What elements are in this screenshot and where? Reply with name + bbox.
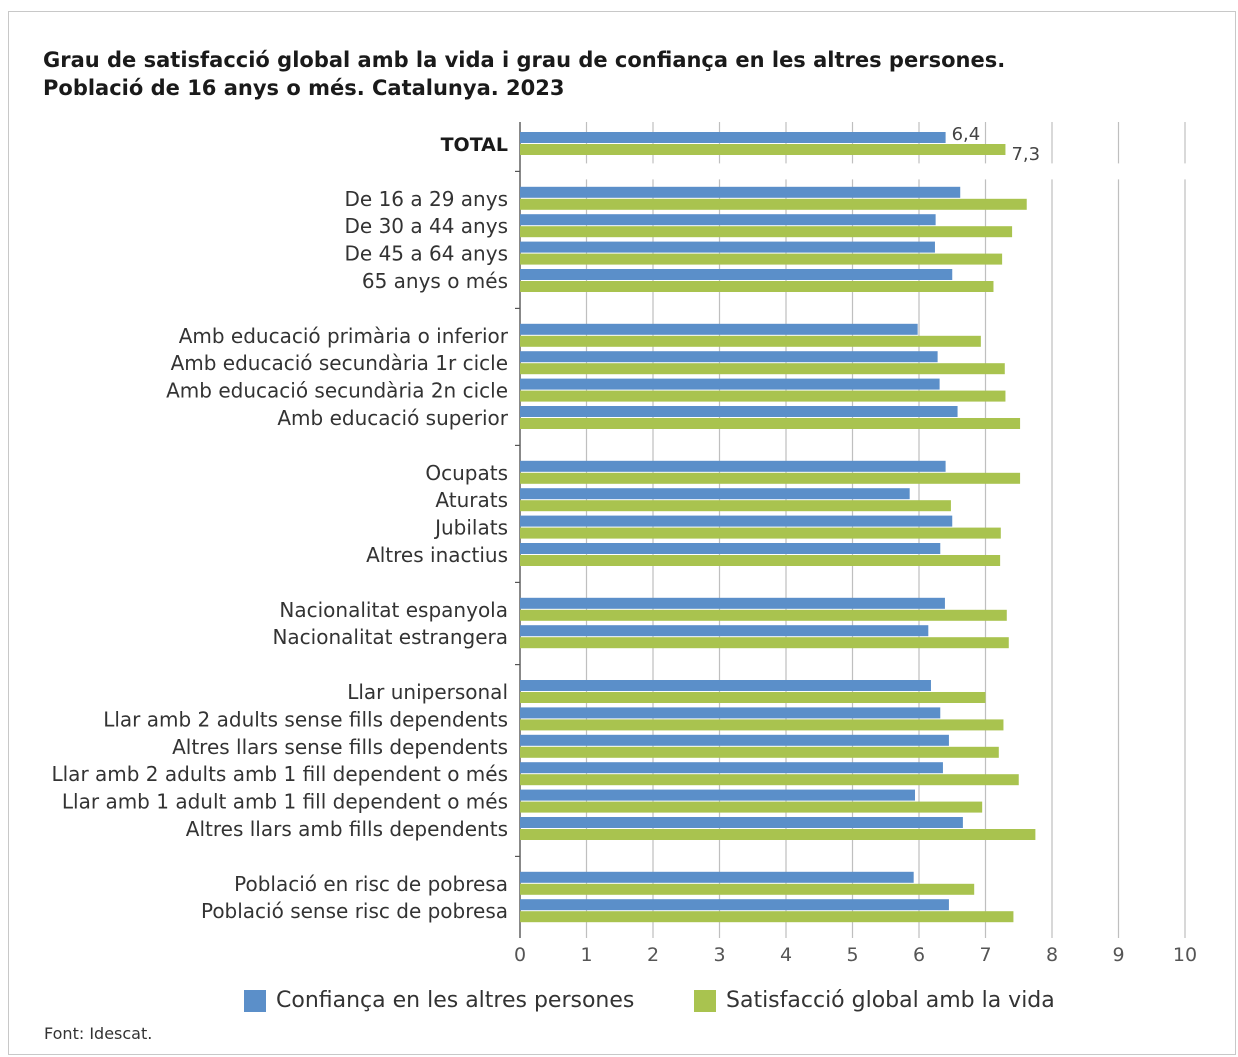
chart-title-line-1: Grau de satisfacció global amb la vida i… xyxy=(43,48,1006,72)
x-tick-label: 0 xyxy=(514,944,526,966)
category-label: Jubilats xyxy=(433,516,508,540)
category-label: Nacionalitat espanyola xyxy=(279,598,508,622)
category-label: Amb educació secundària 2n cicle xyxy=(166,379,508,403)
bar-confianca xyxy=(520,871,914,883)
category-label: Altres llars amb fills dependents xyxy=(186,817,508,841)
category-label: Altres inactius xyxy=(366,543,508,567)
bar-satisfaccio xyxy=(520,253,1003,265)
bar-confianca xyxy=(520,789,916,801)
bar-confianca xyxy=(520,132,946,143)
x-tick-label: 7 xyxy=(979,944,991,966)
category-label: 65 anys o més xyxy=(362,269,508,293)
category-label: Amb educació secundària 1r cicle xyxy=(171,351,508,375)
legend-swatch-satisfaccio xyxy=(694,989,716,1012)
bar-confianca xyxy=(520,543,941,554)
bar-confianca xyxy=(520,899,949,911)
data-label-satisfaccio: 7,3 xyxy=(1011,144,1040,165)
bar-satisfaccio xyxy=(520,472,1021,484)
x-tick-label: 3 xyxy=(713,944,725,966)
bar-satisfaccio xyxy=(520,281,994,292)
category-label: Amb educació superior xyxy=(277,406,508,430)
bar-confianca xyxy=(520,323,918,335)
source-note: Font: Idescat. xyxy=(44,1024,153,1043)
category-label: Llar amb 1 adult amb 1 fill dependent o … xyxy=(62,790,508,814)
bar-satisfaccio xyxy=(520,829,1036,840)
bar-confianca xyxy=(520,214,936,226)
category-label: Aturats xyxy=(435,488,508,512)
category-label: Població sense risc de pobresa xyxy=(201,899,508,923)
bar-confianca xyxy=(520,378,940,390)
data-label-confianca: 6,4 xyxy=(952,124,981,145)
bar-satisfaccio xyxy=(520,418,1021,429)
legend-swatch-confianca xyxy=(244,989,266,1012)
bar-confianca xyxy=(520,597,945,609)
category-label: Llar amb 2 adults sense fills dependents xyxy=(103,707,508,731)
bar-satisfaccio xyxy=(520,390,1006,402)
category-label: Altres llars sense fills dependents xyxy=(172,735,508,759)
bar-satisfaccio xyxy=(520,198,1027,210)
chart-title-line-2: Població de 16 anys o més. Catalunya. 20… xyxy=(43,76,565,100)
category-label: Amb educació primària o inferior xyxy=(179,324,509,348)
x-tick-label: 1 xyxy=(580,944,592,966)
bar-satisfaccio xyxy=(520,609,1007,621)
category-label: Llar amb 2 adults amb 1 fill dependent o… xyxy=(51,762,508,786)
bar-confianca xyxy=(520,734,949,746)
legend-item-satisfaccio: Satisfacció global amb la vida xyxy=(694,988,1055,1013)
category-label: De 45 a 64 anys xyxy=(345,242,508,266)
bar-satisfaccio xyxy=(520,363,1005,375)
category-label: De 30 a 44 anys xyxy=(345,214,508,238)
legend-label-confianca: Confiança en les altres persones xyxy=(276,988,635,1013)
bar-satisfaccio xyxy=(520,335,981,347)
bar-confianca xyxy=(520,762,943,774)
bar-satisfaccio xyxy=(520,692,986,703)
legend-label-satisfaccio: Satisfacció global amb la vida xyxy=(726,988,1055,1013)
x-tick-label: 9 xyxy=(1112,944,1124,966)
legend: Confiança en les altres persones Satisfa… xyxy=(0,988,1238,1018)
bar-satisfaccio xyxy=(520,719,1004,731)
bar-confianca xyxy=(520,186,961,198)
bar-confianca xyxy=(520,488,910,500)
bar-satisfaccio xyxy=(520,746,999,758)
bar-satisfaccio xyxy=(520,527,1001,539)
bar-confianca xyxy=(520,241,935,253)
bar-satisfaccio xyxy=(520,144,1006,155)
chart-title: Grau de satisfacció global amb la vida i… xyxy=(43,46,1193,102)
x-tick-label: 5 xyxy=(846,944,858,966)
legend-item-confianca: Confiança en les altres persones xyxy=(244,988,634,1013)
x-tick-label: 6 xyxy=(913,944,925,966)
bar-confianca xyxy=(520,625,929,637)
x-tick-label: 2 xyxy=(647,944,659,966)
bar-confianca xyxy=(520,269,953,280)
x-tick-label: 8 xyxy=(1046,944,1058,966)
x-tick-label: 4 xyxy=(780,944,792,966)
bar-satisfaccio xyxy=(520,226,1013,238)
bar-confianca xyxy=(520,406,958,417)
bar-satisfaccio xyxy=(520,637,1009,649)
bar-confianca xyxy=(520,515,953,527)
category-label: De 16 a 29 anys xyxy=(345,187,508,211)
category-label: Ocupats xyxy=(425,461,508,485)
bar-satisfaccio xyxy=(520,911,1014,923)
bar-satisfaccio xyxy=(520,883,975,895)
bar-confianca xyxy=(520,817,963,828)
bar-satisfaccio xyxy=(520,774,1019,786)
bar-confianca xyxy=(520,680,931,691)
bar-confianca xyxy=(520,460,946,472)
category-label: TOTAL xyxy=(441,134,508,156)
bar-confianca xyxy=(520,351,938,363)
bar-confianca xyxy=(520,707,941,719)
bar-satisfaccio xyxy=(520,555,1001,566)
bar-satisfaccio xyxy=(520,801,983,813)
x-tick-label: 10 xyxy=(1173,944,1197,966)
category-label: Llar unipersonal xyxy=(347,680,508,704)
bar-satisfaccio xyxy=(520,500,951,512)
category-label: Nacionalitat estrangera xyxy=(272,625,508,649)
category-label: Població en risc de pobresa xyxy=(234,872,508,896)
